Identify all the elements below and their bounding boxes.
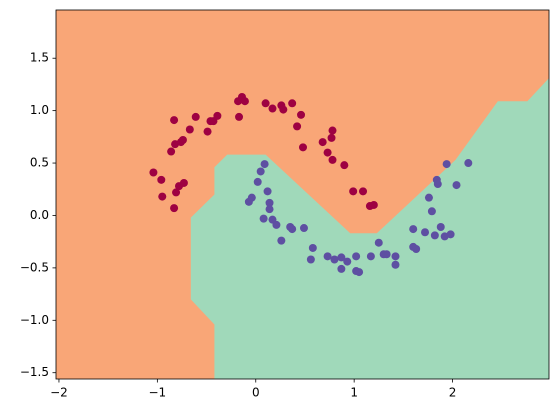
point (349, 187, 358, 196)
point (355, 268, 364, 277)
point (382, 250, 391, 259)
point (260, 160, 269, 169)
y-tick-label: 1.5 (30, 51, 49, 65)
y-tick-label: 0.5 (30, 156, 49, 170)
point (421, 228, 430, 237)
point (277, 236, 286, 245)
point (170, 116, 179, 125)
point (412, 245, 421, 254)
point (203, 127, 212, 136)
point (185, 125, 194, 134)
point (374, 238, 383, 247)
point (340, 161, 349, 170)
point (259, 214, 268, 223)
point (323, 252, 332, 261)
x-tick-label: −2 (50, 386, 68, 400)
y-tick-label: −1.0 (20, 313, 49, 327)
point (293, 122, 302, 131)
x-tick-label: 1 (350, 386, 358, 400)
point (424, 193, 433, 202)
point (265, 205, 274, 214)
y-tick-label: 0.0 (30, 208, 49, 222)
point (327, 133, 336, 142)
point (279, 105, 288, 114)
point (352, 252, 361, 261)
point (369, 200, 378, 209)
point (308, 243, 317, 252)
point (446, 230, 455, 239)
point (391, 252, 400, 261)
point (288, 99, 297, 108)
point (272, 220, 281, 229)
point (337, 264, 346, 273)
point (158, 192, 167, 201)
x-tick-label: 0 (252, 386, 260, 400)
point (433, 180, 442, 189)
point (328, 126, 337, 135)
point (328, 155, 337, 164)
point (235, 112, 244, 121)
point (318, 138, 327, 147)
point (213, 111, 222, 120)
point (366, 252, 375, 261)
x-tick-label: −1 (149, 386, 167, 400)
point (299, 224, 308, 233)
point (464, 159, 473, 168)
point (256, 167, 265, 176)
point (268, 104, 277, 113)
point (288, 225, 297, 234)
y-tick-label: −1.5 (20, 365, 49, 379)
point (306, 255, 315, 264)
point (359, 187, 368, 196)
point (253, 177, 262, 186)
point (149, 168, 158, 177)
point (442, 160, 451, 169)
point (436, 222, 445, 231)
axes-frame (55, 9, 550, 380)
point (452, 181, 461, 190)
point (330, 255, 339, 264)
point (240, 97, 249, 106)
point (427, 207, 436, 216)
point (337, 253, 346, 262)
point (172, 188, 181, 197)
point (391, 260, 400, 269)
point (323, 148, 332, 157)
point (343, 257, 352, 266)
decision-region (190, 78, 549, 379)
x-tick-label: 2 (449, 386, 457, 400)
point (178, 135, 187, 144)
y-tick-label: 1.0 (30, 103, 49, 117)
point (157, 175, 166, 184)
y-tick-label: −0.5 (20, 260, 49, 274)
point (430, 231, 439, 240)
point (297, 110, 306, 119)
point (179, 178, 188, 187)
point (263, 187, 272, 196)
point (261, 99, 270, 108)
point (247, 193, 256, 202)
point (167, 147, 176, 156)
point (298, 143, 307, 152)
point (265, 198, 274, 207)
point (191, 112, 200, 121)
point (170, 204, 179, 213)
point (409, 225, 418, 234)
